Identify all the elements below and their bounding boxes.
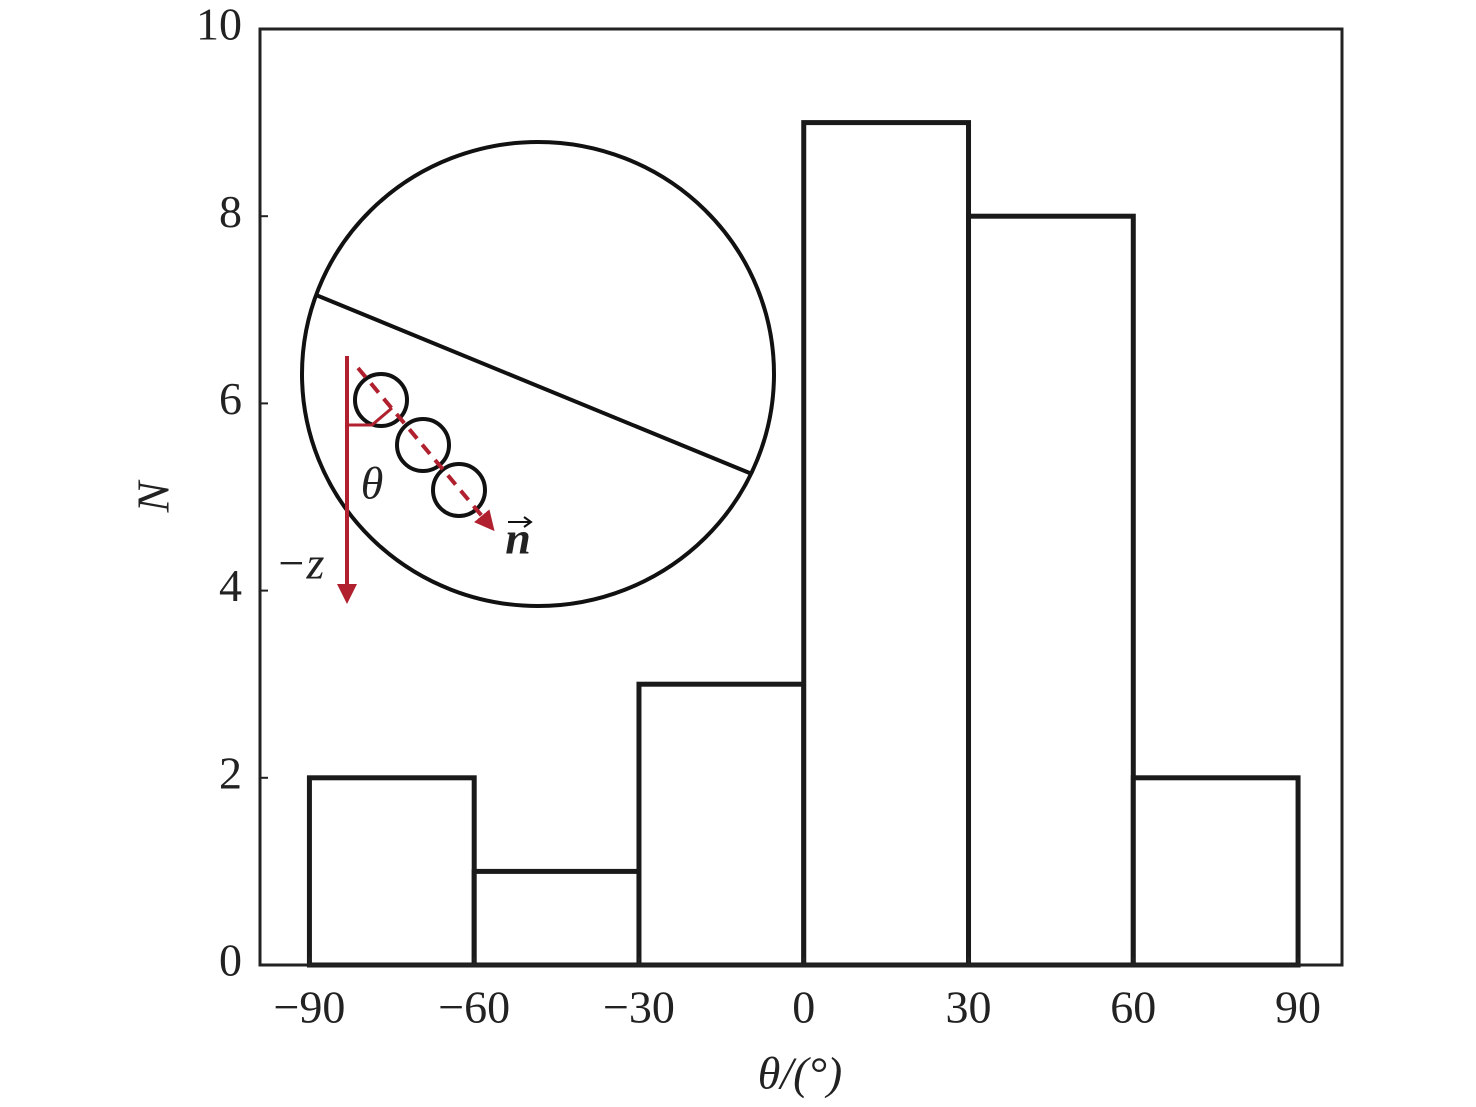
- inset-interface: [315, 293, 753, 476]
- x-axis-label: θ/(°): [758, 1048, 842, 1099]
- x-tick-label: −30: [603, 982, 675, 1033]
- x-tick-label: 90: [1275, 982, 1321, 1033]
- inset-diagram: θ −z n: [276, 140, 776, 608]
- x-tick-label: 30: [946, 982, 992, 1033]
- x-tick-label: 0: [792, 982, 815, 1033]
- particle: [431, 462, 487, 518]
- bar: [801, 120, 972, 968]
- inset-circle: [300, 140, 776, 608]
- theta-label: θ: [361, 458, 384, 509]
- angle-mark: [347, 406, 393, 427]
- vector-arrow: [508, 516, 533, 528]
- y-tick-label: 10: [196, 0, 242, 50]
- bar: [306, 775, 477, 968]
- z-label: −z: [276, 538, 325, 589]
- x-tick-label: −90: [273, 982, 345, 1033]
- plot-frame: [258, 27, 1344, 967]
- x-tick-label: 60: [1110, 982, 1156, 1033]
- y-tick-label: 8: [219, 186, 242, 237]
- y-tick-label: 4: [219, 560, 242, 611]
- bar: [1130, 775, 1301, 968]
- bar: [966, 213, 1136, 968]
- bar: [471, 868, 642, 968]
- bar: [636, 681, 807, 968]
- x-tick-label: −60: [438, 982, 510, 1033]
- bars: [306, 120, 1301, 968]
- normal-arrow: [356, 366, 495, 532]
- y-tick-label: 2: [219, 747, 242, 798]
- particle: [353, 372, 409, 428]
- particle: [395, 417, 451, 473]
- y-axis-label: N: [128, 479, 179, 513]
- y-tick-label: 6: [219, 373, 242, 424]
- y-tick-label: 0: [219, 935, 242, 986]
